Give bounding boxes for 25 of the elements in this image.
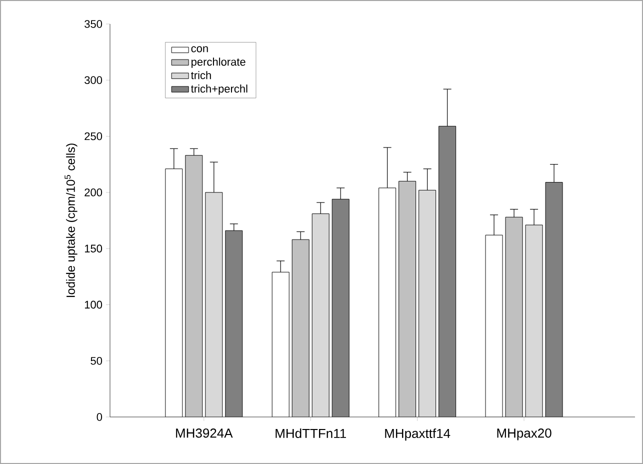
y-tick-label: 200 xyxy=(84,188,102,196)
legend-label: trich+perchl xyxy=(191,84,248,95)
legend-label: trich xyxy=(191,71,211,80)
y-tick-label: 300 xyxy=(84,76,102,84)
bar xyxy=(332,199,350,417)
bar xyxy=(312,214,330,417)
legend-label: perchlorate xyxy=(192,58,246,68)
y-tick-label: 50 xyxy=(90,356,102,365)
y-tick-label: 350 xyxy=(84,20,102,28)
legend-label: con xyxy=(191,46,208,52)
y-axis-title: Iodide uptake (cpm/10$^{5}$ cells) xyxy=(64,144,78,297)
y-tick-label: 0 xyxy=(96,413,102,421)
x-tick-label: MHdTTFn11 xyxy=(276,428,346,438)
y-tick-label: 250 xyxy=(84,132,102,140)
bar xyxy=(438,126,456,417)
bar xyxy=(225,230,242,417)
bar xyxy=(525,224,543,417)
x-tick-label: MH3924A xyxy=(176,428,233,438)
x-tick-label: MHpaxttf14 xyxy=(385,428,450,441)
bar xyxy=(418,190,436,417)
x-tick-label: MHpax20 xyxy=(497,428,552,440)
y-tick-label: 150 xyxy=(84,244,102,252)
bar xyxy=(205,192,222,417)
y-tick-label: 100 xyxy=(84,300,102,309)
bar xyxy=(545,182,563,417)
